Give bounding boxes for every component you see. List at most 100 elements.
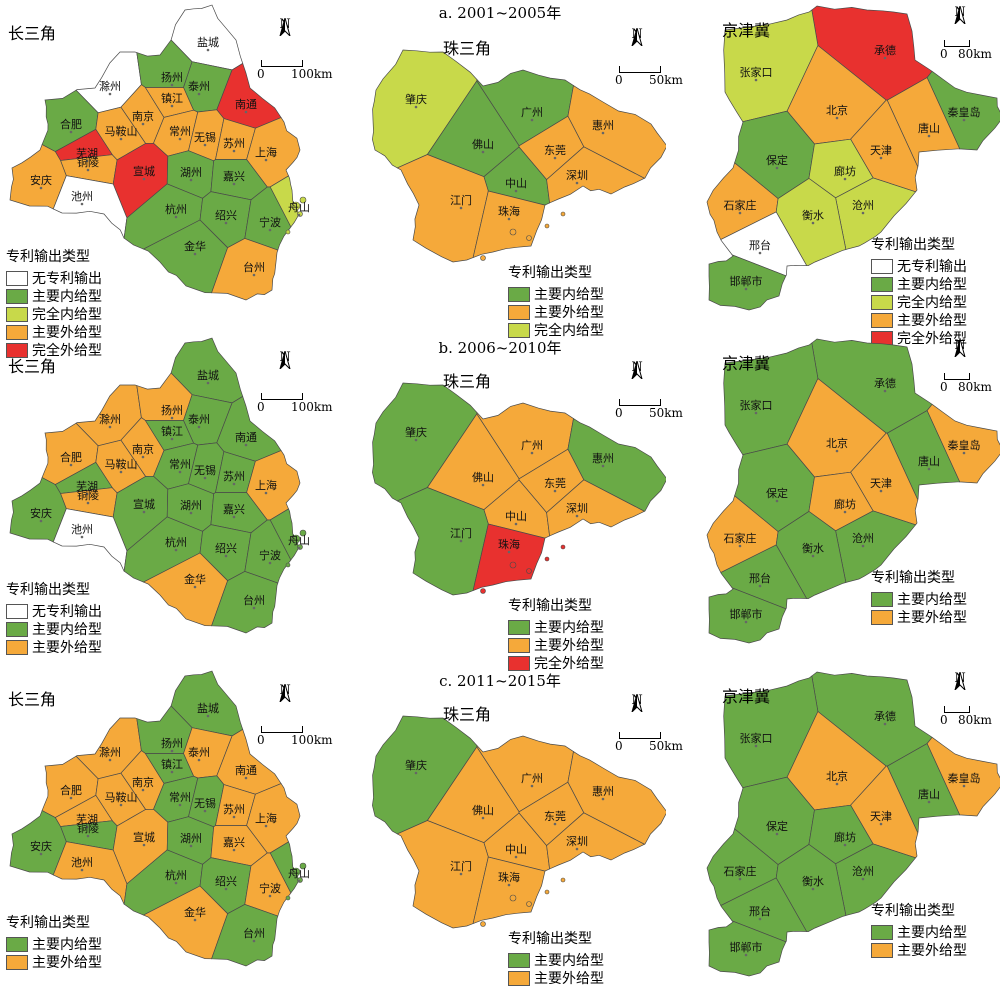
city-dot	[224, 221, 228, 225]
city-dot	[507, 883, 511, 887]
city-dot	[39, 852, 43, 856]
city-label: 深圳	[566, 169, 588, 182]
city-label: 金华	[184, 906, 206, 919]
city-dot	[459, 539, 463, 543]
region-map	[706, 5, 1000, 311]
city-label: 铜陵	[77, 489, 99, 502]
city-dot	[244, 110, 248, 114]
legend-swatch	[6, 954, 28, 970]
legend-title: 专利输出类型	[6, 915, 90, 931]
island-shape	[509, 894, 517, 902]
region-name: 珠三角	[443, 372, 492, 391]
city-label: 嘉兴	[223, 836, 245, 849]
city-dot	[481, 816, 485, 820]
city-dot	[119, 803, 123, 807]
island-shape	[480, 255, 486, 261]
island-shape	[285, 229, 291, 235]
city-label: 舟山	[288, 201, 310, 214]
city-label: 保定	[766, 154, 788, 167]
city-label: 天津	[870, 810, 892, 823]
north-arrow-icon: N	[627, 361, 647, 379]
region-name: 长三角	[8, 357, 57, 376]
city-dot	[861, 544, 865, 548]
region-name: 长三角	[8, 690, 57, 709]
legend-label: 主要内给型	[534, 620, 604, 636]
city-label: 南通	[235, 764, 257, 777]
city-dot	[481, 483, 485, 487]
city-label: 扬州	[161, 737, 183, 750]
city-dot	[754, 411, 758, 415]
city-dot	[252, 939, 256, 943]
city-dot	[170, 416, 174, 420]
legend-swatch	[6, 342, 28, 358]
map-legend: 专利输出类型 无专利输出 主要内给型 主要外给型	[6, 579, 102, 656]
city-dot	[297, 879, 301, 883]
city-label: 苏州	[223, 137, 245, 150]
city-dot	[197, 758, 201, 762]
city-dot	[232, 182, 236, 186]
city-dot	[232, 149, 236, 153]
city-dot	[108, 758, 112, 762]
city-dot	[232, 515, 236, 519]
period-title: c. 2011~2015年	[439, 672, 561, 690]
region-name: 珠三角	[443, 39, 492, 58]
region-map	[372, 382, 666, 596]
scale-zero-label: 0	[615, 739, 623, 753]
city-label: 佛山	[472, 138, 494, 151]
city-area-金华	[142, 885, 229, 960]
city-label: 盐城	[197, 702, 219, 715]
legend-item-main_in: 主要内给型	[871, 923, 967, 941]
city-dot	[744, 620, 748, 624]
legend-label: 主要外给型	[32, 955, 102, 971]
legend-label: 完全内给型	[897, 295, 967, 311]
city-label: 邢台	[749, 239, 771, 252]
city-label: 池州	[71, 523, 93, 536]
city-dot	[232, 815, 236, 819]
city-label: 广州	[521, 106, 543, 119]
island-shape	[480, 921, 486, 927]
scale-zero-label: 0	[257, 400, 265, 414]
city-label: 天津	[870, 144, 892, 157]
legend-label: 完全外给型	[534, 656, 604, 672]
city-label: 上海	[255, 146, 277, 159]
legend-title: 专利输出类型	[6, 249, 90, 265]
city-dot	[843, 510, 847, 514]
city-label: 衡水	[802, 542, 824, 555]
map-legend: 专利输出类型 主要内给型 主要外给型 完全外给型	[508, 595, 604, 672]
island-shape	[291, 867, 301, 877]
city-dot	[189, 511, 193, 515]
city-area-秦皇岛	[926, 70, 1000, 151]
city-label: 常州	[169, 125, 191, 138]
city-dot	[264, 491, 268, 495]
island-shape	[526, 901, 532, 907]
city-label: 盐城	[197, 36, 219, 49]
region-name: 京津冀	[722, 21, 771, 40]
city-label: 邯郸市	[729, 608, 763, 621]
city-label: 肇庆	[405, 759, 427, 772]
period-title: b. 2006~2010年	[438, 339, 562, 357]
city-dot	[224, 887, 228, 891]
city-dot	[575, 514, 579, 518]
city-dot	[86, 501, 90, 505]
legend-swatch	[508, 637, 530, 653]
city-label: 苏州	[223, 803, 245, 816]
city-label: 铜陵	[77, 156, 99, 169]
north-arrow-icon: N	[275, 351, 295, 369]
city-label: 芜湖	[76, 480, 98, 493]
city-label: 宁波	[259, 549, 281, 562]
city-label: 马鞍山	[104, 458, 138, 471]
city-label: 合肥	[60, 784, 82, 797]
city-label: 池州	[71, 856, 93, 869]
city-dot	[268, 894, 272, 898]
city-dot	[264, 824, 268, 828]
city-dot	[601, 797, 605, 801]
city-area-唐山	[886, 743, 961, 835]
city-dot	[738, 544, 742, 548]
city-label: 宁波	[259, 216, 281, 229]
city-dot	[414, 105, 418, 109]
city-area-珠海	[472, 856, 546, 925]
city-area-深圳	[546, 812, 646, 870]
city-label: 常州	[169, 791, 191, 804]
legend-title: 专利输出类型	[508, 931, 592, 947]
city-label: 惠州	[592, 452, 614, 465]
